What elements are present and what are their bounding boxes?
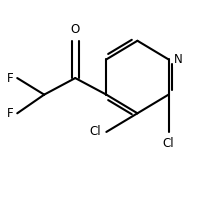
Text: Cl: Cl: [90, 125, 101, 138]
Text: F: F: [6, 107, 13, 120]
Text: Cl: Cl: [163, 137, 174, 150]
Text: F: F: [6, 72, 13, 85]
Text: O: O: [71, 23, 80, 35]
Text: N: N: [174, 53, 183, 66]
